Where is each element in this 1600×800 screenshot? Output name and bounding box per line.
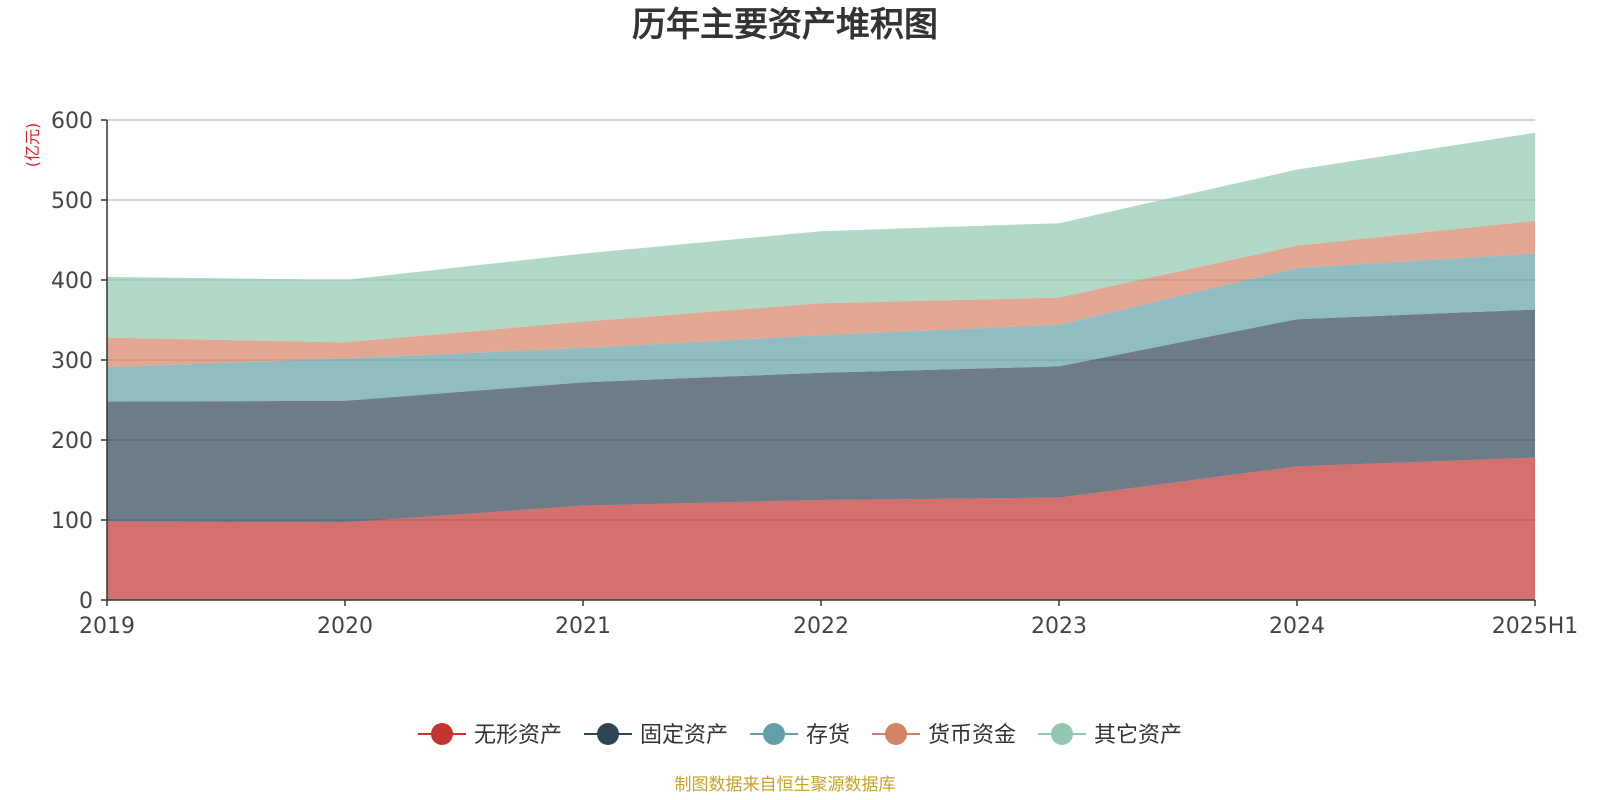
legend-item[interactable]: 固定资产 xyxy=(584,723,728,748)
x-tick-label: 2019 xyxy=(79,614,135,639)
legend-item[interactable]: 无形资产 xyxy=(418,723,562,748)
y-tick-label: 200 xyxy=(51,429,93,454)
legend-item[interactable]: 其它资产 xyxy=(1038,723,1182,748)
legend-marker-icon xyxy=(1051,723,1073,745)
legend-label: 存货 xyxy=(806,723,850,748)
x-tick-label: 2020 xyxy=(317,614,373,639)
x-tick-label: 2024 xyxy=(1269,614,1325,639)
y-tick-label: 400 xyxy=(51,269,93,294)
area-1 xyxy=(107,457,1535,600)
source-note: 制图数据来自恒生聚源数据库 xyxy=(675,775,896,795)
y-tick-label: 300 xyxy=(51,349,93,374)
legend-label: 无形资产 xyxy=(474,723,562,748)
legend-label: 固定资产 xyxy=(640,723,728,748)
y-tick-label: 500 xyxy=(51,189,93,214)
axes xyxy=(101,119,1536,606)
y-tick-labels: 0 100 200 300 400 500 600 xyxy=(51,109,93,614)
area-5 xyxy=(107,132,1535,343)
legend-label: 货币资金 xyxy=(928,723,1016,748)
x-tick-label: 2022 xyxy=(793,614,849,639)
legend-marker-icon xyxy=(597,723,619,745)
x-tick-label: 2025H1 xyxy=(1492,614,1579,639)
legend-marker-icon xyxy=(431,723,453,745)
y-axis-unit: (亿元) xyxy=(23,123,42,168)
x-tick-label: 2023 xyxy=(1031,614,1087,639)
legend-marker-icon xyxy=(885,723,907,745)
x-tick-label: 2021 xyxy=(555,614,611,639)
y-tick-label: 0 xyxy=(79,589,93,614)
legend-label: 其它资产 xyxy=(1094,723,1182,748)
x-tick-labels: 2019 2020 2021 2022 2023 2024 2025H1 xyxy=(79,614,1578,639)
area-4 xyxy=(107,220,1535,368)
y-tick-label: 600 xyxy=(51,109,93,134)
legend-item[interactable]: 存货 xyxy=(750,723,850,748)
area-3 xyxy=(107,253,1535,402)
y-tick-label: 100 xyxy=(51,509,93,534)
legend-item[interactable]: 货币资金 xyxy=(872,723,1016,748)
legend: 无形资产 固定资产 存货 货币资金 其它资产 xyxy=(418,723,1182,748)
area-2 xyxy=(107,309,1535,523)
legend-marker-icon xyxy=(763,723,785,745)
area-series xyxy=(107,132,1535,600)
chart-title: 历年主要资产堆积图 xyxy=(632,5,938,45)
